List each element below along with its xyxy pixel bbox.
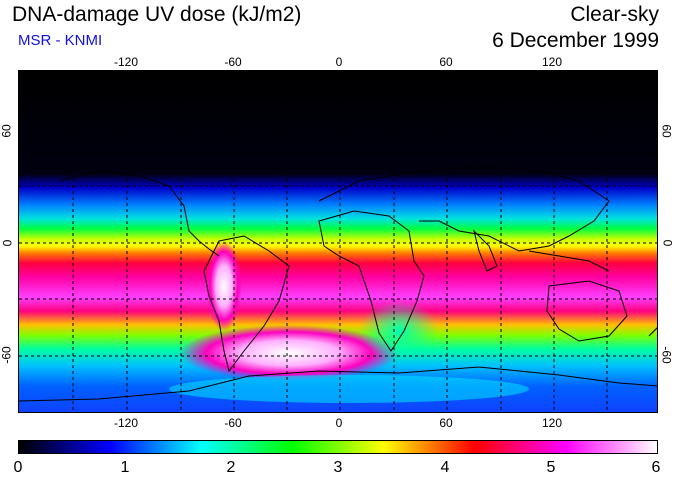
lat-tick-left-minus60: -60 (0, 346, 14, 364)
graticule (19, 71, 657, 412)
antarctic-cyan-band (169, 375, 529, 403)
coast-antarctica (19, 366, 657, 402)
coast-india (473, 229, 498, 272)
colorbar-label-2: 2 (226, 459, 236, 476)
coast-australia (546, 280, 628, 342)
colorbar (18, 440, 658, 454)
lat-tick-left-60: 60 (0, 124, 14, 138)
coast-africa (318, 210, 425, 352)
sky-condition-label: Clear-sky (570, 3, 659, 26)
coast-south-america (203, 235, 290, 373)
lon-tick-bottom-minus60: -60 (224, 416, 242, 430)
colorbar-label-3: 3 (333, 459, 343, 476)
lon-tick-top-120: 120 (541, 55, 563, 69)
lon-tick-bottom-120: 120 (541, 416, 563, 430)
lon-tick-bottom-60: 60 (439, 416, 453, 430)
uv-dose-map-canvas (19, 71, 657, 412)
lon-tick-bottom-minus120: -120 (113, 416, 139, 430)
map-title: DNA-damage UV dose (kJ/m2) (12, 3, 302, 26)
coast-new-zealand (648, 327, 657, 337)
coast-europe-asia (318, 165, 610, 252)
coastlines (19, 165, 657, 402)
lon-tick-top-minus60: -60 (224, 55, 242, 69)
colorbar-label-0: 0 (13, 459, 23, 476)
lat-tick-right-minus60: -60 (659, 346, 674, 364)
coast-indonesia (528, 250, 610, 272)
colorbar-label-1: 1 (120, 459, 130, 476)
source-label: MSR - KNMI (18, 32, 103, 49)
colorbar-label-5: 5 (546, 459, 556, 476)
colorbar-label-6: 6 (651, 459, 661, 476)
uv-low-south-atlantic (359, 301, 439, 361)
lon-tick-bottom-0: 0 (335, 416, 343, 430)
lat-tick-right-60: 60 (659, 124, 674, 138)
uv-dose-map (18, 70, 658, 413)
uv-hotspot-andes (206, 241, 242, 331)
colorbar-label-4: 4 (440, 459, 450, 476)
lat-tick-left-0: 0 (0, 239, 15, 247)
lon-tick-top-60: 60 (439, 55, 453, 69)
coast-north-america (58, 170, 220, 257)
lon-tick-top-minus120: -120 (113, 55, 139, 69)
lat-tick-right-0: 0 (660, 239, 675, 247)
lon-tick-top-0: 0 (335, 55, 343, 69)
date-label: 6 December 1999 (492, 29, 659, 52)
